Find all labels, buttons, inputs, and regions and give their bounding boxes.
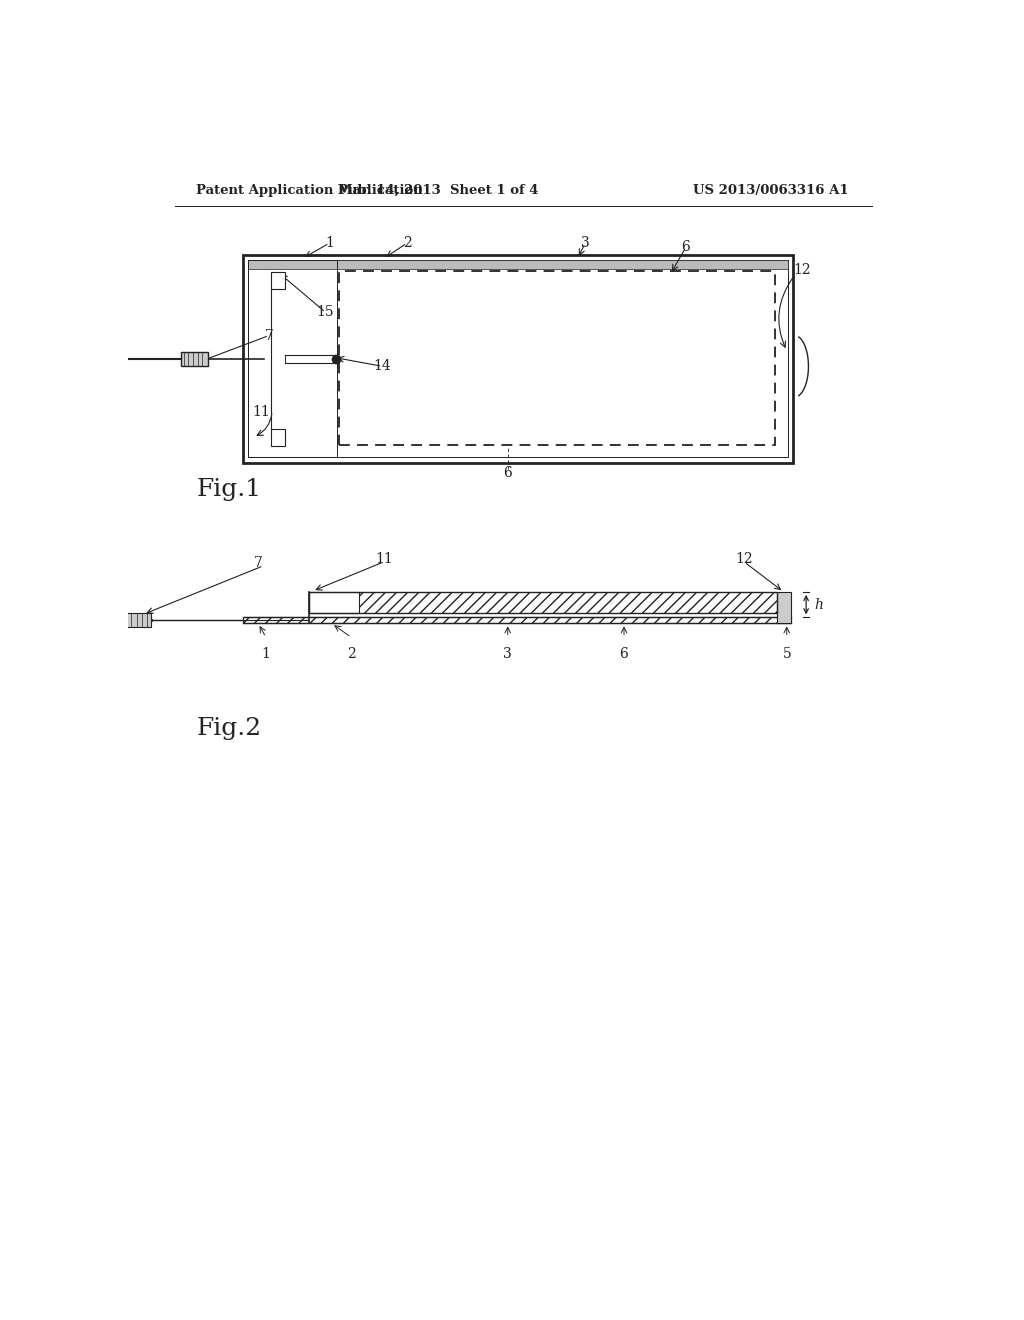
Text: 15: 15 [316,305,335,319]
Text: 11: 11 [253,405,270,420]
Bar [286,355,336,363]
Text: 7: 7 [264,329,273,342]
Text: 5: 5 [782,647,792,660]
Text: 2: 2 [347,647,355,660]
Bar [339,271,775,445]
Text: 1: 1 [261,647,270,660]
FancyBboxPatch shape [243,255,793,462]
Text: 3: 3 [504,647,512,660]
Text: 14: 14 [374,359,391,374]
Bar [180,352,208,366]
Text: 1: 1 [325,236,334,249]
Bar [248,260,337,457]
Text: Fig.2: Fig.2 [197,717,261,739]
Text: 12: 12 [794,263,811,277]
Text: 3: 3 [581,236,590,249]
Bar [271,429,286,446]
Bar [243,618,791,623]
Text: h: h [814,598,822,611]
Text: 6: 6 [504,466,512,479]
Bar [248,260,787,269]
Bar [776,591,791,623]
Bar [248,260,787,457]
Text: 12: 12 [735,552,753,566]
Text: US 2013/0063316 A1: US 2013/0063316 A1 [693,185,849,197]
Bar [308,591,776,614]
Text: Fig.1: Fig.1 [197,478,261,502]
Text: 11: 11 [375,552,392,566]
Text: Patent Application Publication: Patent Application Publication [197,185,423,197]
Text: 6: 6 [682,240,690,253]
Bar [94,352,111,366]
Text: 6: 6 [620,647,629,660]
Bar [271,272,286,289]
Text: Mar. 14, 2013  Sheet 1 of 4: Mar. 14, 2013 Sheet 1 of 4 [338,185,539,197]
Bar [124,614,152,627]
Text: 2: 2 [402,236,412,249]
Bar [359,591,776,614]
Bar [308,591,359,614]
Text: 7: 7 [254,556,262,570]
